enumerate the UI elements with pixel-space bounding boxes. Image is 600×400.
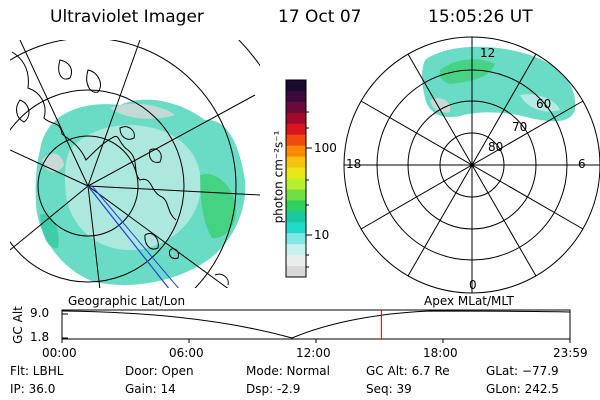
app-title: Ultraviolet Imager [50,7,204,27]
colorbar-swatch [286,145,306,158]
timeline-xtick-3: 18:00 [423,346,458,360]
timeline-ylabel: GC Alt [11,306,25,344]
colorbar [286,80,306,278]
date-label: 17 Oct 07 [278,7,362,27]
colorbar-swatch [286,101,306,114]
timeline-ytick-max: 9.0 [30,306,50,320]
mlt-label-18: 18 [346,157,362,171]
colorbar-swatch [286,244,306,256]
info-gc-alt: GC Alt: 6.7 Re [366,364,450,378]
colorbar-swatch [286,233,306,245]
info-gain: Gain: 14 [125,382,176,396]
mlat-label-70: 70 [512,120,528,134]
colorbar-swatch [286,189,306,201]
colorbar-unit-label: photon cm⁻²s⁻¹ [271,130,286,224]
info-dsp: Dsp: -2.9 [246,382,301,396]
mlt-label-0: 0 [469,278,477,292]
colorbar-swatch [286,222,306,234]
timeline-xtick-2: 12:00 [296,346,331,360]
info-glon: GLon: 242.5 [486,382,559,396]
mlat-label-60: 60 [536,97,552,111]
altitude-curve [61,310,571,339]
colorbar-swatch [286,90,306,103]
mlt-label-12: 12 [480,46,496,60]
right-map-label: Apex MLat/MLT [424,294,514,308]
colorbar-swatch [286,134,306,147]
colorbar-swatch [286,123,306,136]
timeline-xtick-1: 06:00 [169,346,204,360]
colorbar-swatch [286,156,306,169]
colorbar-tick-10: 10 [314,228,330,242]
info-mode: Mode: Normal [246,364,330,378]
time-label: 15:05:26 UT [428,7,533,27]
magnetic-polar-map [343,36,600,294]
colorbar-swatch [286,255,306,267]
colorbar-swatch [286,112,306,125]
timeline-panel [61,309,571,343]
info-glat: GLat: −77.9 [486,364,559,378]
geographic-map [10,40,260,288]
colorbar-swatch [286,211,306,223]
mlat-label-80: 80 [488,140,504,154]
timeline-ytick-min: 1.8 [30,330,50,344]
colorbar-swatch [286,200,306,212]
timeline-xtick-4: 23:59 [553,346,588,360]
mlt-label-6: 6 [578,157,586,171]
timeline-xtick-0: 00:00 [42,346,77,360]
info-ip: IP: 36.0 [10,382,56,396]
info-door: Door: Open [125,364,194,378]
info-flt: Flt: LBHL [10,364,64,378]
info-seq: Seq: 39 [366,382,412,396]
colorbar-swatch [286,178,306,190]
left-map-label: Geographic Lat/Lon [68,294,186,308]
colorbar-swatch [286,167,306,179]
coastline-north-america [11,51,177,221]
colorbar-swatch [286,266,306,278]
colorbar-swatch [286,80,306,92]
colorbar-tick-100: 100 [314,141,337,155]
